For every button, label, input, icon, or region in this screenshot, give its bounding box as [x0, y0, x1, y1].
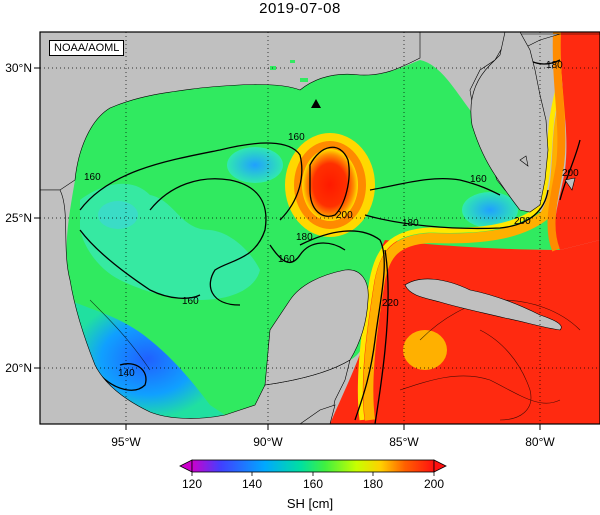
contour-label-group: 160 160 160 160 160 140 180 180 180 200 … — [84, 60, 579, 379]
colorbar-unit-label: SH [cm] — [286, 496, 334, 511]
colorbar-high-arrow — [433, 459, 447, 473]
colorbar: 120 140 160 180 200 — [179, 459, 447, 491]
lat-label-30n: 30°N — [5, 61, 32, 75]
map-title: 2019-07-08 — [259, 0, 341, 17]
cool-eddy-east — [462, 192, 518, 228]
graticule — [40, 32, 600, 424]
contour-label: 200 — [336, 210, 353, 221]
contour-label: 160 — [288, 132, 305, 143]
caribbean-warm-water — [330, 240, 600, 424]
lat-label-25n: 25°N — [5, 211, 32, 225]
colorbar-tick: 180 — [363, 477, 383, 491]
lon-label-90w: 90°W — [253, 435, 283, 449]
lon-label-80w: 80°W — [525, 435, 555, 449]
lat-label-20n: 20°N — [5, 361, 32, 375]
gulf-stream-fringe — [547, 32, 566, 252]
coastline — [40, 32, 600, 424]
contour-label: 180 — [296, 232, 313, 243]
cool-eddy-north — [227, 147, 283, 183]
contour-label: 180 — [546, 60, 563, 71]
contour-label: 200 — [514, 216, 531, 227]
contour-lines — [79, 39, 581, 424]
colorbar-ramp — [191, 459, 435, 473]
contour-label: 160 — [470, 174, 487, 185]
colorbar-tick: 200 — [424, 477, 444, 491]
tick-marks — [34, 67, 541, 430]
contour-label: 220 — [382, 298, 399, 309]
colorbar-tick: 140 — [242, 477, 262, 491]
map-frame — [39, 31, 600, 425]
colorbar-tick: 160 — [303, 477, 323, 491]
station-marker — [311, 99, 321, 108]
axis-labels: 95°W 90°W 85°W 80°W 30°N 25°N 20°N — [5, 61, 555, 449]
colorbar-low-arrow — [179, 459, 193, 473]
contour-label: 160 — [278, 254, 295, 265]
contour-label: 160 — [84, 172, 101, 183]
lon-label-95w: 95°W — [111, 435, 141, 449]
warm-ring-core — [302, 149, 358, 221]
contour-label: 200 — [562, 168, 579, 179]
southwest-low — [70, 300, 225, 419]
contour-label: 140 — [118, 368, 135, 379]
contour-label: 160 — [182, 296, 199, 307]
credit-label: NOAA/AOML — [49, 40, 125, 56]
warm-patch — [403, 330, 447, 370]
cool-eddy-west — [98, 201, 138, 229]
colorbar-tick: 120 — [182, 477, 202, 491]
lon-label-85w: 85°W — [389, 435, 419, 449]
contour-label: 180 — [402, 218, 419, 229]
gulf-stream — [554, 32, 600, 250]
